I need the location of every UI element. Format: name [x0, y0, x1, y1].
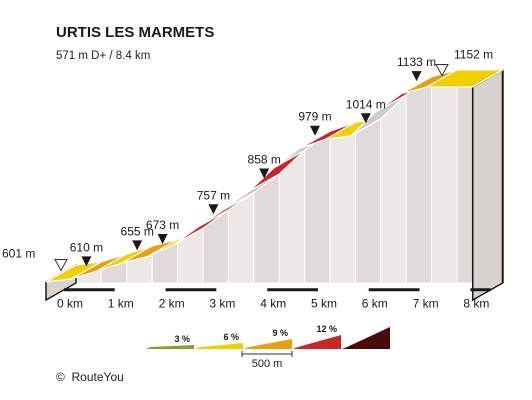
legend-swatch: [244, 339, 292, 349]
profile-segment: [424, 69, 505, 88]
elevation-label: 1014 m: [346, 97, 386, 111]
profile-face: [354, 118, 382, 284]
x-tick-label: 1 km: [108, 296, 134, 310]
credit-text: RouteYou: [71, 370, 124, 384]
profile-side-faces: [45, 68, 504, 302]
elevation-label: 858 m: [248, 153, 281, 167]
peak-marker-icon: [360, 113, 371, 124]
gradient-legend: 3 % 6 % 9 % 12 % 500 m: [146, 324, 390, 370]
legend-label: 9 %: [272, 328, 288, 338]
x-tick-label: 8 km: [463, 296, 489, 310]
profile-end-face: [471, 68, 504, 302]
elevation-label: 610 m: [70, 240, 103, 254]
profile-face: [304, 130, 331, 284]
elevation-label: 655 m: [121, 224, 154, 238]
elevation-label: 1133 m: [397, 55, 436, 69]
scale-label: 500 m: [252, 358, 283, 370]
legend-label: 3 %: [174, 334, 190, 344]
peak-marker-icon: [157, 234, 168, 245]
peak-marker-icon: [132, 240, 143, 251]
x-tick-label: 2 km: [159, 296, 185, 310]
x-tick-label: 4 km: [260, 296, 286, 310]
profile-gradient-ribbon: [45, 69, 505, 283]
x-tick-label: 0 km: [57, 296, 83, 310]
endpoint-marker-icon: [54, 259, 68, 272]
copyright-symbol: ©: [56, 370, 65, 384]
profile-face: [177, 227, 204, 284]
peak-marker-icon: [310, 125, 320, 136]
x-tick-label: 5 km: [311, 296, 337, 310]
profile-face: [405, 75, 433, 284]
x-axis: 0 km 1 km 2 km 3 km 4 km 5 km 6 km 7 km 8 km: [57, 296, 489, 310]
legend-swatch: [342, 327, 390, 349]
elevation-label: 673 m: [146, 218, 179, 232]
peak-marker-icon: [81, 256, 92, 267]
legend-swatch: [195, 343, 243, 349]
legend-swatch: [146, 345, 194, 349]
peak-marker-icon: [411, 71, 422, 82]
elevation-label: 757 m: [197, 188, 230, 202]
profile-face: [329, 121, 356, 284]
elevation-label: 601 m: [2, 247, 35, 261]
peak-marker-icon: [259, 168, 270, 179]
profile-face: [431, 69, 458, 284]
x-tick-label: 6 km: [362, 296, 388, 310]
legend-label: 6 %: [223, 332, 239, 342]
legend-label: 12 %: [316, 324, 337, 334]
elevation-label: 1152 m: [454, 47, 493, 61]
chart-subtitle: 571 m D+ / 8.4 km: [56, 50, 151, 62]
elevation-label: 979 m: [298, 110, 331, 124]
x-tick-label: 3 km: [209, 296, 235, 310]
endpoint-marker-icon: [435, 63, 449, 77]
chart-title: URTIS LES MARMETS: [56, 24, 215, 41]
x-tick-label: 7 km: [413, 296, 439, 310]
legend-swatch: [293, 335, 341, 349]
peak-marker-icon: [208, 204, 219, 215]
profile-face: [380, 93, 407, 284]
credit-line: © RouteYou: [56, 370, 124, 384]
